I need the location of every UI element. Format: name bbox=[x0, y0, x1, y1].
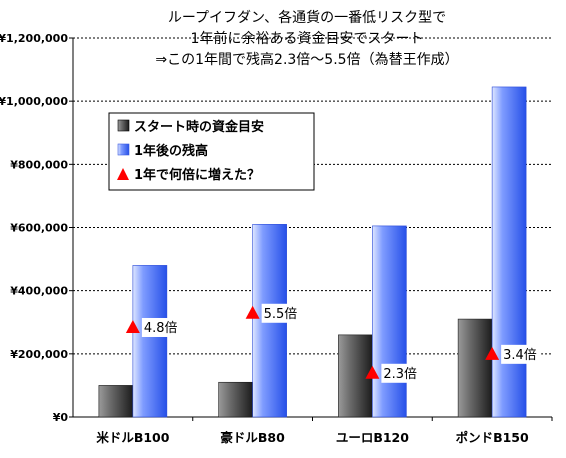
legend: スタート時の資金目安 1年後の残高 1年で何倍に増えた？ bbox=[108, 112, 315, 191]
legend-label-end: 1年後の残高 bbox=[134, 143, 208, 159]
multiplier-markers: 4.8倍 5.5倍 2.3倍 3.4倍 bbox=[125, 303, 542, 383]
y-tick-label: ¥400,000 bbox=[10, 285, 68, 298]
y-tick-label: ¥800,000 bbox=[10, 158, 68, 171]
legend-swatch-end bbox=[117, 143, 130, 156]
y-tick-label: ¥1,000,000 bbox=[0, 95, 68, 108]
bar-balance-after-1y bbox=[372, 225, 407, 418]
multiplier-label-bg bbox=[381, 363, 422, 383]
y-tick-label: ¥600,000 bbox=[10, 222, 68, 235]
multiplier-label: 2.3倍 bbox=[383, 367, 417, 382]
bar-start-funds bbox=[457, 318, 493, 418]
chart-title-line-1: ループイフダン、各通貨の一番低リスク型で bbox=[168, 9, 446, 26]
multiplier-label-bg bbox=[141, 317, 182, 337]
bar-start-funds bbox=[218, 381, 253, 418]
legend-marker-triangle-icon bbox=[117, 168, 129, 180]
x-category-label: 豪ドルB80 bbox=[220, 430, 285, 445]
y-tick-labels: ¥0 ¥200,000 ¥400,000 ¥600,000 ¥800,000 ¥1,000… bbox=[0, 32, 68, 424]
x-category-label: ユーロB120 bbox=[336, 430, 409, 445]
bar-balance-after-1y bbox=[491, 86, 527, 418]
multiplier-triangle-icon bbox=[485, 346, 500, 360]
legend-box bbox=[108, 112, 315, 191]
multiplier-label-bg bbox=[261, 303, 302, 323]
y-tick-label: ¥0 bbox=[53, 411, 69, 424]
chart-title-line-3: ⇒この1年間で残高2.3倍～5.5倍（為替王作成） bbox=[155, 51, 458, 68]
y-tick-label: ¥200,000 bbox=[10, 348, 68, 361]
multiplier-label-bg bbox=[501, 344, 542, 364]
multiplier-triangle-icon bbox=[125, 319, 140, 333]
x-category-labels: 米ドルB100 豪ドルB80 ユーロB120 ポンドB150 bbox=[95, 417, 553, 445]
multiplier-triangle-icon bbox=[245, 305, 260, 319]
bar-start-funds bbox=[338, 334, 373, 418]
multiplier-triangle-icon bbox=[365, 365, 380, 379]
grid-lines bbox=[69, 37, 552, 418]
bar-balance-after-1y bbox=[132, 265, 168, 418]
y-tick-label: ¥1,200,000 bbox=[0, 32, 68, 45]
legend-label-start: スタート時の資金目安 bbox=[134, 119, 264, 135]
legend-swatch-start bbox=[117, 119, 130, 132]
x-category-label: 米ドルB100 bbox=[95, 430, 169, 445]
multiplier-label: 4.8倍 bbox=[144, 321, 178, 336]
multiplier-label: 3.4倍 bbox=[503, 348, 537, 363]
bar-start-funds bbox=[98, 385, 134, 418]
multiplier-label: 5.5倍 bbox=[264, 307, 298, 322]
x-category-label: ポンドB150 bbox=[456, 430, 529, 445]
legend-label-marker: 1年で何倍に増えた？ bbox=[134, 167, 260, 183]
